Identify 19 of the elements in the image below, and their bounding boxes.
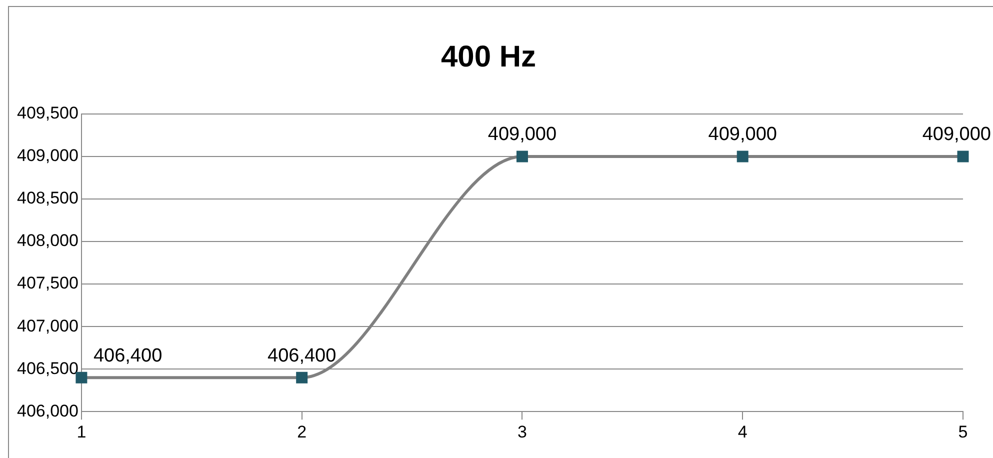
data-label: 409,000 bbox=[922, 124, 992, 146]
x-tick-label: 5 bbox=[958, 422, 968, 442]
y-tick-label: 409,000 bbox=[17, 146, 78, 166]
data-label: 406,400 bbox=[93, 345, 162, 366]
y-tick-label: 407,000 bbox=[17, 316, 78, 336]
y-tick-label: 406,500 bbox=[17, 358, 78, 378]
y-tick-label: 407,500 bbox=[17, 274, 78, 293]
x-tick-label: 2 bbox=[297, 422, 307, 442]
data-label: 409,000 bbox=[708, 124, 777, 146]
y-tick-label: 406,000 bbox=[17, 401, 78, 420]
x-tick-label: 4 bbox=[738, 422, 748, 442]
x-tick-label: 1 bbox=[76, 422, 86, 442]
y-tick-label: 408,000 bbox=[17, 231, 78, 250]
y-tick-label: 408,500 bbox=[17, 188, 78, 208]
x-tick-label: 3 bbox=[517, 422, 527, 442]
data-label: 406,400 bbox=[268, 345, 336, 366]
chart-title: 400 Hz bbox=[440, 40, 536, 74]
y-tick-label: 409,500 bbox=[17, 104, 78, 123]
data-label: 409,000 bbox=[488, 124, 557, 146]
